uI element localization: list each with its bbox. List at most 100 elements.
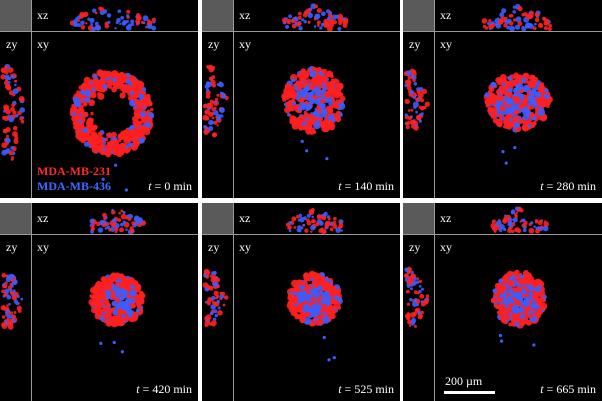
xy-cell: [90, 294, 96, 300]
xz-cell: [534, 17, 540, 23]
xy-cell: [92, 134, 98, 139]
xy-cell: [88, 99, 95, 107]
xy-cell: [531, 79, 535, 83]
zy-cell: [416, 89, 421, 95]
xy-cell: [331, 309, 337, 314]
xz-cell: [130, 19, 135, 24]
xy-cell: [111, 294, 117, 300]
xz-cell: [529, 221, 534, 225]
zy-cell: [9, 288, 13, 292]
xz-cell: [99, 9, 106, 16]
xy-cell: [102, 298, 110, 306]
xy-cell: [545, 99, 551, 106]
xz-cell: [95, 24, 102, 31]
zy-cell: [410, 317, 417, 324]
xz-label: xz: [37, 211, 49, 225]
zy-cell: [14, 79, 18, 83]
xz-label: xz: [37, 8, 49, 22]
zy-cell: [405, 125, 410, 130]
xz-cell: [503, 23, 508, 28]
panel-image: [202, 0, 400, 198]
time-label: t = 420 min: [136, 383, 192, 395]
microscopy-panel: xz zy xy t = 420 min: [0, 203, 198, 401]
xz-cell: [102, 212, 107, 218]
xy-cell: [111, 300, 118, 307]
xy-cell: [299, 114, 305, 120]
xy-cell: [490, 81, 497, 88]
zy-cell: [409, 287, 413, 291]
xz-cell: [108, 228, 112, 232]
xz-cell: [145, 25, 148, 29]
xz-cell: [125, 228, 128, 231]
xy-cell: [299, 314, 305, 320]
stray-cell: [327, 358, 331, 362]
xz-cell: [285, 222, 290, 227]
xz-cell: [90, 23, 94, 26]
xz-cell: [541, 225, 544, 228]
xy-cell: [513, 318, 518, 323]
zy-cell: [412, 311, 417, 317]
xy-cell: [136, 286, 140, 291]
time-variable: t: [148, 179, 152, 193]
xy-cell: [107, 146, 113, 152]
zy-cell: [420, 300, 424, 304]
xy-cell: [106, 132, 113, 139]
zy-cell: [5, 127, 11, 133]
zy-cell: [410, 270, 414, 274]
stray-cell: [332, 356, 336, 360]
xy-cell: [309, 98, 315, 104]
xy-cell: [135, 124, 139, 128]
xy-cell: [79, 124, 85, 130]
xy-cell: [105, 152, 111, 158]
xy-cell: [144, 115, 151, 122]
xz-projection: [89, 208, 146, 235]
xy-cell: [87, 137, 94, 144]
xz-cell: [296, 215, 300, 219]
zy-label: zy: [409, 240, 421, 254]
zy-cell: [212, 270, 217, 275]
xz-cell: [332, 20, 337, 25]
zy-cell: [415, 280, 420, 284]
stray-cell: [300, 139, 304, 143]
xz-cell: [529, 24, 534, 29]
zy-projection: [403, 266, 430, 328]
xy-cell: [301, 76, 307, 82]
zy-cell: [209, 99, 214, 104]
zy-cell: [421, 287, 424, 291]
xy-cell: [112, 77, 117, 83]
xy-cell: [117, 133, 125, 141]
xy-cell: [522, 298, 531, 306]
xz-cell: [322, 215, 326, 219]
xz-cell: [534, 22, 537, 26]
xy-cell: [142, 101, 149, 108]
xy-cell: [542, 295, 547, 300]
xy-cell: [304, 85, 310, 91]
xy-cell: [100, 78, 106, 84]
xy-cell: [495, 292, 499, 297]
panel-image: [0, 0, 198, 198]
xz-cell: [542, 16, 547, 21]
zy-cell: [9, 311, 14, 315]
xy-cell: [308, 83, 316, 91]
zy-projection: [0, 63, 26, 161]
zy-cell: [208, 66, 215, 73]
time-variable: t: [540, 179, 544, 193]
zy-cell: [14, 113, 19, 118]
time-value: 420: [152, 382, 171, 396]
stray-cell: [325, 157, 329, 161]
zy-cell: [202, 104, 208, 109]
xz-cell: [73, 23, 78, 27]
xy-cell: [316, 275, 321, 280]
xz-cell: [493, 230, 497, 233]
xz-cell: [521, 13, 525, 17]
xy-cell: [298, 126, 303, 131]
xz-cell: [491, 226, 496, 231]
xy-cell: [510, 299, 515, 304]
xy-cell: [119, 302, 128, 310]
zy-cell: [14, 136, 19, 141]
xz-cell: [496, 17, 500, 21]
zy-cell: [410, 108, 414, 112]
xz-cell: [507, 221, 513, 226]
xz-cell: [525, 13, 532, 20]
xy-cell: [321, 75, 328, 82]
